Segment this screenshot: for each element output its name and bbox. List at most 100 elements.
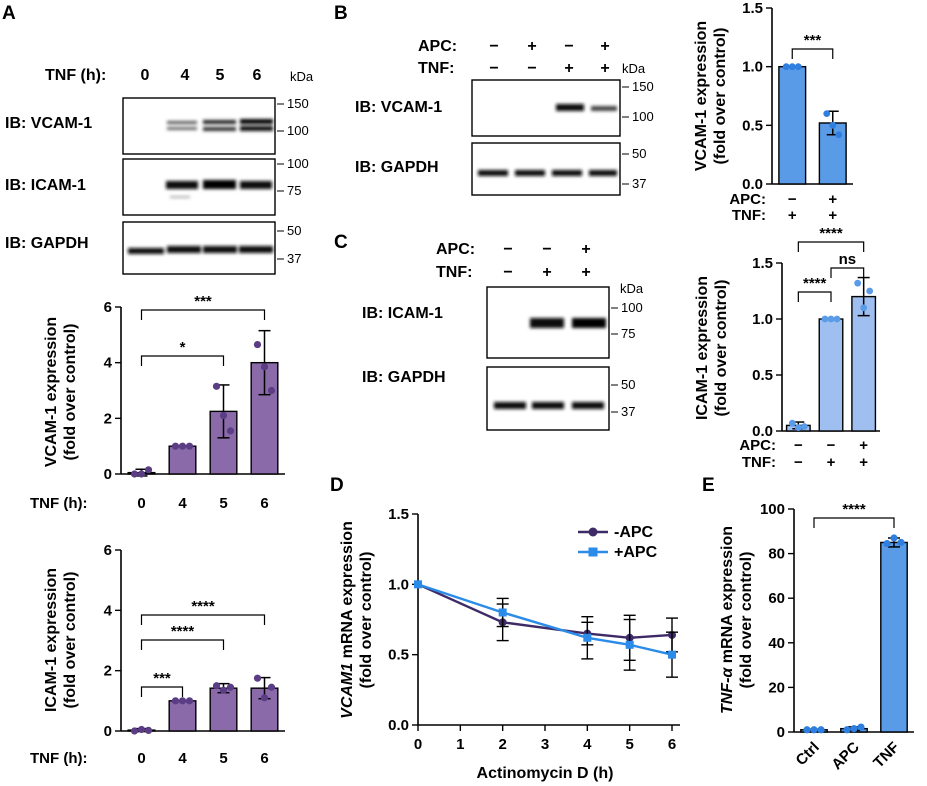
chart-a-vcam-data-point <box>267 386 276 395</box>
chart-e-tnf-x-label: APC <box>828 739 863 774</box>
chart-e-tnf-data-point <box>803 726 811 734</box>
chart-d-line: D 0.0 0.5 1.0 1.5 0 1 2 3 4 5 6 Actinomycin D (h) VC… <box>330 475 680 782</box>
chart-a-icam-x-label: 5 <box>219 750 227 767</box>
mw-a-75: 75 <box>287 183 301 198</box>
chart-d-line-marker <box>668 650 676 659</box>
chart-c-icam-cond-value: − <box>794 437 803 454</box>
chart-c-icam-ytick-label: 1.5 <box>752 255 773 272</box>
blot-c-gapdh-bands <box>494 402 604 409</box>
mw-b-150: 150 <box>632 79 654 94</box>
chart-d-line-ylabel-1: VCAM1 mRNA expression <box>339 521 356 719</box>
chart-e-tnf-data-point <box>843 726 851 734</box>
chart-c-icam-sig-bracket <box>797 291 832 302</box>
chart-e-tnf-ylabel-2: (fold over control) <box>738 552 755 689</box>
chart-e-tnf-sig-bracket <box>813 517 895 528</box>
panel-c-blot-label-icam: IB: ICAM-1 <box>362 305 443 322</box>
chart-a-icam-x-label: 6 <box>260 750 268 767</box>
chart-d-line-xtick-label: 0 <box>414 736 422 753</box>
chart-d-line-xtick-label: 2 <box>498 736 506 753</box>
chart-c-icam: 0.0 0.5 1.0 1.5 ICAM-1 expression (fold over … <box>694 225 880 471</box>
chart-d-line-xtick-label: 4 <box>583 736 592 753</box>
panel-b-blot-label-vcam: IB: VCAM-1 <box>355 99 442 116</box>
blot-a-icam-bands <box>166 180 272 198</box>
mw-a-37: 37 <box>287 251 301 266</box>
panel-e-letter: E <box>702 475 715 496</box>
b-tnf-3: + <box>600 60 609 77</box>
chart-b-vcam-ytick-label: 0.0 <box>742 176 763 193</box>
blot-a-gapdh-bands <box>128 246 273 254</box>
chart-c-icam-data-point <box>788 419 796 427</box>
chart-d-line-legend-label: +APC <box>614 544 658 561</box>
chart-a-icam-data-point <box>253 674 262 682</box>
chart-d-line-ylabel-italic: VCAM1 <box>339 663 356 719</box>
chart-a-icam-sig-bracket <box>140 686 184 697</box>
chart-e-tnf-data-point <box>890 534 898 542</box>
chart-b-vcam-ylabel-2: (fold over control) <box>712 28 729 165</box>
chart-b-vcam-cond-value: + <box>788 207 797 224</box>
chart-d-line-ytick-label: 1.0 <box>388 576 409 593</box>
chart-a-icam-ytick-label: 4 <box>104 602 113 619</box>
chart-b-vcam-cond-value: − <box>788 191 797 208</box>
chart-a-icam-data-point <box>185 697 194 705</box>
chart-d-line-legend-marker <box>588 527 598 537</box>
chart-c-icam-data-point <box>833 315 841 323</box>
chart-e-tnf-ytick-label: 60 <box>768 590 785 607</box>
chart-a-icam-data-point <box>130 727 139 735</box>
mw-a-50: 50 <box>287 223 301 238</box>
chart-c-icam-data-point <box>860 304 868 312</box>
chart-c-icam-ytick-label: 0.5 <box>752 367 773 384</box>
chart-d-line-marker <box>414 580 422 589</box>
panel-c-apc-label: APC: <box>436 241 475 258</box>
chart-b-vcam-data-point <box>835 131 843 139</box>
chart-a-icam-data-point <box>226 683 235 691</box>
panel-b-tnf-label: TNF: <box>418 60 454 77</box>
chart-d-line-ylabel-2: (fold over control) <box>358 552 375 689</box>
chart-a-vcam-ytick-label: 4 <box>104 355 113 372</box>
chart-d-line-marker <box>498 608 507 617</box>
chart-a-icam-bar <box>209 687 238 732</box>
chart-c-icam-sig-label: **** <box>819 225 843 242</box>
chart-c-icam-ylabel-2: (fold over control) <box>713 280 730 417</box>
c-tnf-2: + <box>581 264 590 281</box>
chart-b-vcam-data-point <box>829 121 837 129</box>
panel-b-apc-label: APC: <box>418 38 457 55</box>
b-apc-1: + <box>527 38 536 55</box>
panel-a-blot-label-gapdh: IB: GAPDH <box>5 235 89 252</box>
panel-c-kda: kDa <box>620 281 644 296</box>
chart-a-vcam-x-label: 0 <box>137 495 145 512</box>
chart-d-line-xlabel: Actinomycin D (h) <box>477 765 614 782</box>
chart-c-icam-ytick-label: 0.0 <box>752 423 773 440</box>
chart-a-vcam-sig-label: * <box>180 339 186 356</box>
chart-b-vcam-data-point <box>788 63 796 71</box>
c-apc-0: − <box>503 241 512 258</box>
chart-a-vcam-sig-label: *** <box>194 293 212 310</box>
chart-c-icam-bar <box>851 295 877 432</box>
panel-a-letter: A <box>2 3 16 24</box>
chart-e-tnf-x-label: TNF <box>870 739 903 772</box>
chart-a-vcam-data-point <box>137 470 146 478</box>
mw-b-37: 37 <box>632 176 646 191</box>
chart-a-icam-bar <box>168 700 197 732</box>
c-tnf-0: − <box>503 264 512 281</box>
chart-d-line-marker <box>625 640 634 649</box>
panel-b-blot-label-gapdh: IB: GAPDH <box>355 159 439 176</box>
chart-a-vcam-data-point <box>212 382 221 390</box>
chart-c-icam-ylabel-1: ICAM-1 expression <box>694 276 711 420</box>
chart-c-icam-data-point <box>827 315 835 323</box>
chart-a-vcam-data-point <box>219 411 228 420</box>
chart-c-icam-cond-value: + <box>859 454 868 471</box>
chart-a-icam-sig-bracket <box>140 639 225 650</box>
chart-b-vcam-data-point <box>782 63 790 71</box>
chart-b-vcam-sig-bracket <box>791 48 834 59</box>
chart-c-icam-cond-value: − <box>794 454 803 471</box>
chart-a-icam-data-point <box>260 694 269 702</box>
chart-c-icam-sig-bracket <box>797 241 865 252</box>
chart-a-icam-x-label: 4 <box>178 750 187 767</box>
chart-a-icam-data-point <box>178 697 187 705</box>
chart-a-vcam-ytick-label: 2 <box>104 410 112 427</box>
chart-a-vcam-sig-bracket <box>140 309 266 320</box>
chart-e-tnf-data-point <box>850 725 858 733</box>
chart-c-icam-ytick-label: 1.0 <box>752 311 773 328</box>
panel-a-blot-label-vcam: IB: VCAM-1 <box>5 115 92 132</box>
